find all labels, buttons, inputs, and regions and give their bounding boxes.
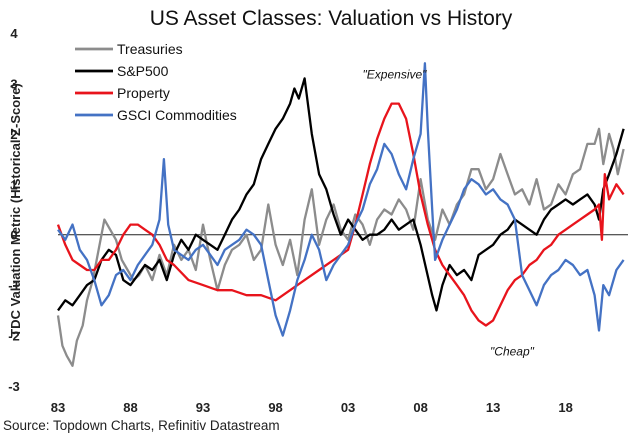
legend: Treasuries S&P500 Property GSCI Commodities xyxy=(75,41,237,123)
x-tick-label: 13 xyxy=(486,400,500,415)
source-note: Source: Topdown Charts, Refinitiv Datast… xyxy=(3,418,280,433)
legend-label: GSCI Commodities xyxy=(117,107,237,123)
annotations: "Expensive" "Cheap" xyxy=(363,67,535,358)
x-tick-label: 18 xyxy=(558,400,572,415)
y-tick-label: 1 xyxy=(10,177,17,192)
y-axis-label: TDC Valuation Metric (Historical Z-Score… xyxy=(8,83,23,337)
x-tick-label: 03 xyxy=(341,400,355,415)
series-line-gsci-commodities xyxy=(57,62,625,337)
y-tick-label: -2 xyxy=(8,329,20,344)
x-tick-label: 98 xyxy=(268,400,282,415)
legend-label: Treasuries xyxy=(117,41,183,57)
x-tick-label: 88 xyxy=(123,400,137,415)
y-tick-label: 3 xyxy=(10,76,17,91)
axes: 4 3 2 1 0 -1 -2 -3 83 88 93 98 03 08 13 18 xyxy=(8,26,628,415)
y-tick-label: -3 xyxy=(8,379,20,394)
series-line-treasuries xyxy=(56,127,625,367)
y-tick-label: -1 xyxy=(8,278,20,293)
chart-title: US Asset Classes: Valuation vs History xyxy=(150,7,513,30)
x-tick-label: 83 xyxy=(51,400,65,415)
series-layer xyxy=(56,62,625,367)
y-tick-label: 4 xyxy=(10,26,18,41)
series-line-s-p500 xyxy=(57,77,625,312)
x-tick-label: 08 xyxy=(413,400,427,415)
legend-label: Property xyxy=(117,85,170,101)
x-tick-label: 93 xyxy=(196,400,210,415)
series-line-property xyxy=(56,102,625,327)
y-tick-label: 2 xyxy=(10,127,17,142)
y-tick-label: 0 xyxy=(10,228,17,243)
annotation-label: "Expensive" xyxy=(363,67,428,81)
legend-label: S&P500 xyxy=(117,63,169,79)
annotation-label: "Cheap" xyxy=(490,345,535,359)
